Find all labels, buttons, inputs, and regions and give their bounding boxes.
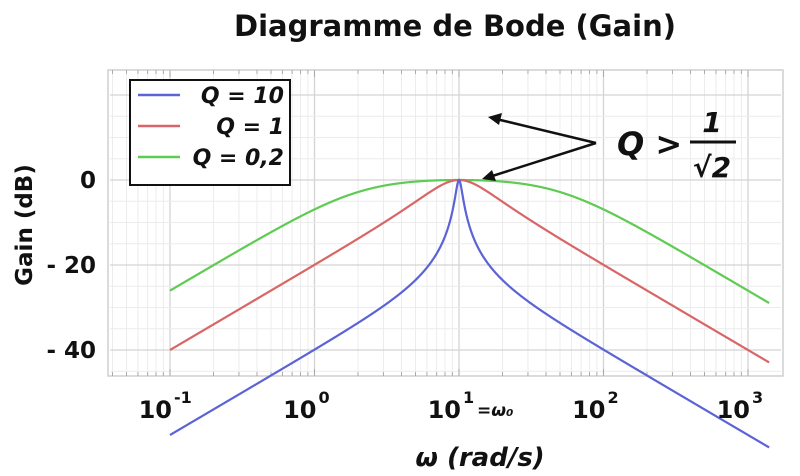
plot-area — [107, 69, 784, 449]
x-tick-suffix: =ω₀ — [477, 401, 514, 421]
annotation-q-condition: Q > 1 √2 — [482, 106, 736, 184]
y-axis-label: Gain (dB) — [12, 164, 38, 286]
x-tick-label: 10 0 — [283, 388, 330, 424]
series-lines — [169, 178, 770, 449]
x-tick-label: 10 3 — [717, 388, 764, 424]
x-axis-label: ω (rad/s) — [415, 443, 544, 473]
x-tick-label: 10 2 — [572, 388, 619, 424]
y-tick-label: 0 — [80, 168, 96, 194]
x-tick-base: 10 — [717, 396, 750, 424]
annotation-numerator: 1 — [702, 106, 721, 139]
annotation-arrowhead-bottom — [482, 170, 496, 181]
x-tick-base: 10 — [283, 396, 316, 424]
x-tick-exponent: -1 — [174, 388, 192, 407]
x-ticks: 10 -1 10 0 10 1=ω₀ 10 2 10 3 — [139, 388, 764, 424]
x-tick-exponent: 1 — [463, 388, 474, 407]
x-tick-base: 10 — [139, 396, 172, 424]
annotation-arrow-bottom — [485, 141, 597, 180]
legend-label: Q = 1 — [216, 115, 284, 140]
legend-box — [129, 79, 291, 186]
annotation-arrowhead-top — [488, 113, 502, 125]
x-tick-base: 10 — [428, 396, 461, 424]
series-line-q-0-2 — [169, 178, 770, 304]
x-tick-base: 10 — [572, 396, 605, 424]
legend-label: Q = 10 — [201, 84, 284, 109]
annotation-arrow-top — [491, 116, 597, 145]
x-tick-exponent: 3 — [752, 388, 763, 407]
legend: Q = 10 Q = 1 Q = 0,2 — [129, 79, 291, 186]
x-tick-label: 10 -1 — [139, 388, 192, 424]
x-tick-exponent: 0 — [319, 388, 330, 407]
annotation-text: Q > — [617, 125, 682, 163]
series-line-q-1 — [169, 178, 770, 364]
annotation-denominator: √2 — [693, 151, 731, 184]
y-ticks: 0 - 20 - 40 — [46, 168, 96, 364]
x-tick-label: 10 1=ω₀ — [428, 388, 514, 424]
legend-label: Q = 0,2 — [193, 146, 284, 171]
chart-title: Diagramme de Bode (Gain) — [234, 9, 676, 43]
y-tick-label: - 20 — [46, 253, 96, 279]
series-line-q-10 — [169, 178, 770, 449]
y-tick-label: - 40 — [46, 338, 96, 364]
x-tick-exponent: 2 — [608, 388, 619, 407]
